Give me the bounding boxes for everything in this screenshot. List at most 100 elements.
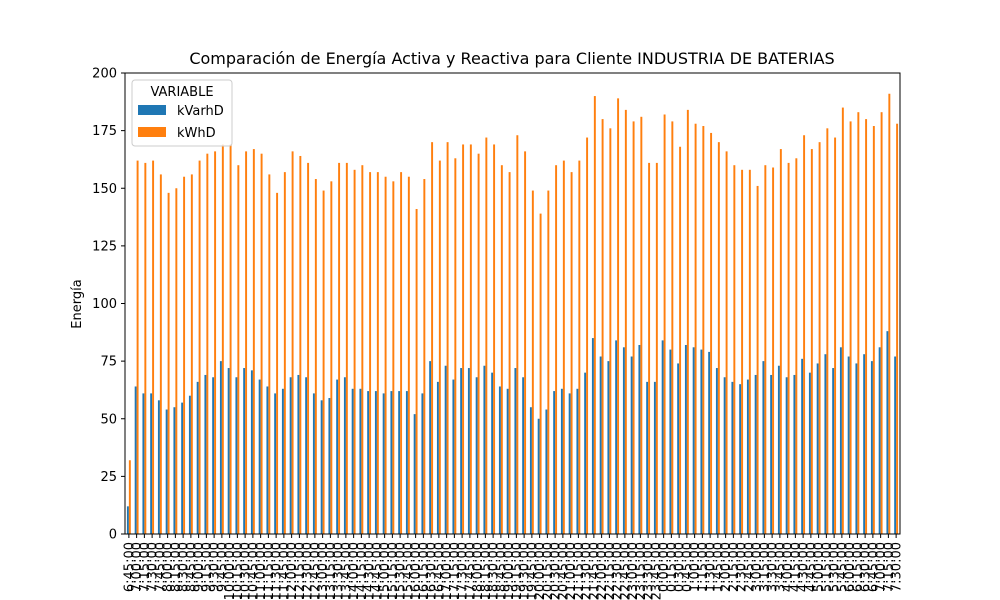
bar-kwhd bbox=[376, 172, 379, 535]
y-axis: 0 25 50 75 100 125 150 175 200 bbox=[92, 67, 125, 543]
bar-kwhd bbox=[663, 114, 666, 535]
x-tick-label: 16:15:00 bbox=[417, 542, 432, 600]
bar-kvarhd bbox=[692, 347, 695, 534]
bar-kvarhd bbox=[777, 365, 780, 534]
bar-kvarhd bbox=[746, 379, 749, 534]
bar-kvarhd bbox=[142, 393, 145, 534]
bar-kvarhd bbox=[591, 338, 594, 534]
bar-kwhd bbox=[648, 162, 651, 534]
bar-kwhd bbox=[128, 460, 131, 534]
bar-kvarhd bbox=[576, 388, 579, 534]
bar-kwhd bbox=[624, 109, 627, 534]
bar-kwhd bbox=[322, 190, 325, 534]
x-tick-label: 6:00:00 bbox=[843, 542, 858, 592]
bar-kvarhd bbox=[785, 377, 788, 534]
x-tick-label: 5:00:00 bbox=[812, 542, 827, 592]
x-tick-label: 0:00:00 bbox=[657, 542, 672, 592]
bar-kwhd bbox=[810, 149, 813, 534]
bar-kwhd bbox=[562, 160, 565, 534]
bar-kwhd bbox=[221, 144, 224, 534]
bar-kvarhd bbox=[878, 347, 881, 534]
x-tick-label: 2:45:00 bbox=[742, 542, 757, 592]
bar-kvarhd bbox=[646, 381, 649, 534]
bar-kwhd bbox=[756, 185, 759, 534]
bar-kvarhd bbox=[258, 379, 261, 534]
bar-kvarhd bbox=[157, 400, 160, 534]
bar-kwhd bbox=[462, 144, 465, 534]
bar-kwhd bbox=[640, 116, 643, 535]
bar-kvarhd bbox=[863, 354, 866, 534]
bar-kvarhd bbox=[150, 393, 153, 534]
x-tick-label: 15:15:00 bbox=[386, 542, 401, 600]
bar-kvarhd bbox=[607, 361, 610, 534]
x-tick-label: 17:00:00 bbox=[440, 542, 455, 600]
y-tick-label: 150 bbox=[92, 182, 117, 197]
bar-kwhd bbox=[872, 126, 875, 534]
x-tick-label: 14:15:00 bbox=[355, 542, 370, 600]
bar-kvarhd bbox=[181, 402, 184, 534]
x-tick-label: 4:30:00 bbox=[797, 542, 812, 592]
bar-kwhd bbox=[725, 151, 728, 534]
bar-kwhd bbox=[609, 128, 612, 534]
bar-kvarhd bbox=[677, 363, 680, 534]
bar-kwhd bbox=[245, 151, 248, 534]
bar-kvarhd bbox=[405, 391, 408, 534]
bar-kwhd bbox=[826, 128, 829, 534]
bar-kwhd bbox=[493, 144, 496, 534]
bar-kvarhd bbox=[204, 374, 207, 534]
bar-kvarhd bbox=[560, 388, 563, 534]
bar-kwhd bbox=[438, 160, 441, 534]
bar-kwhd bbox=[431, 142, 434, 534]
x-tick-label: 13:15:00 bbox=[324, 542, 339, 600]
bar-kwhd bbox=[415, 208, 418, 534]
y-tick-label: 100 bbox=[92, 297, 117, 312]
bar-kwhd bbox=[586, 137, 589, 535]
bar-kvarhd bbox=[506, 388, 509, 534]
x-tick-label: 6:15:00 bbox=[851, 542, 866, 592]
bar-kvarhd bbox=[266, 386, 269, 534]
bar-kwhd bbox=[601, 119, 604, 534]
bar-kvarhd bbox=[421, 393, 424, 534]
y-tick-label: 125 bbox=[92, 239, 117, 254]
bar-kvarhd bbox=[243, 368, 246, 534]
bar-kwhd bbox=[787, 162, 790, 534]
bar-kvarhd bbox=[808, 372, 811, 534]
bar-kwhd bbox=[888, 93, 891, 535]
bar-kvarhd bbox=[274, 393, 277, 534]
bar-kwhd bbox=[454, 158, 457, 534]
x-tick-label: 7:00:00 bbox=[130, 542, 145, 592]
x-tick-label: 11:45:00 bbox=[277, 542, 292, 600]
x-tick-label: 22:15:00 bbox=[603, 542, 618, 600]
bar-kwhd bbox=[795, 158, 798, 534]
x-tick-label: 11:30:00 bbox=[270, 542, 285, 600]
bar-kwhd bbox=[841, 107, 844, 534]
bar-kwhd bbox=[167, 192, 170, 535]
bar-kwhd bbox=[733, 165, 736, 534]
bar-kvarhd bbox=[522, 377, 525, 534]
x-tick-label: 14:30:00 bbox=[363, 542, 378, 600]
x-tick-label: 2:30:00 bbox=[735, 542, 750, 592]
bar-kvarhd bbox=[227, 368, 230, 534]
x-tick-label: 12:00:00 bbox=[285, 542, 300, 600]
x-tick-label: 18:45:00 bbox=[494, 542, 509, 600]
y-axis-label: Energía bbox=[70, 279, 85, 328]
bar-kwhd bbox=[880, 112, 883, 534]
x-tick-label: 7:00:00 bbox=[874, 542, 889, 592]
bar-kvarhd bbox=[134, 386, 137, 534]
x-tick-label: 2:00:00 bbox=[719, 542, 734, 592]
bar-kvarhd bbox=[196, 381, 199, 534]
bar-kwhd bbox=[407, 176, 410, 534]
bar-kwhd bbox=[353, 169, 356, 534]
x-tick-label: 10:45:00 bbox=[246, 542, 261, 600]
x-tick-label: 9:30:00 bbox=[208, 542, 223, 592]
bar-kvarhd bbox=[467, 368, 470, 534]
bar-kvarhd bbox=[653, 381, 656, 534]
bar-kvarhd bbox=[739, 384, 742, 534]
bar-kvarhd bbox=[870, 361, 873, 534]
bar-kvarhd bbox=[700, 349, 703, 534]
bar-kvarhd bbox=[754, 374, 757, 534]
x-tick-label: 5:45:00 bbox=[835, 542, 850, 592]
bar-kwhd bbox=[508, 172, 511, 535]
bar-kwhd bbox=[152, 160, 155, 534]
